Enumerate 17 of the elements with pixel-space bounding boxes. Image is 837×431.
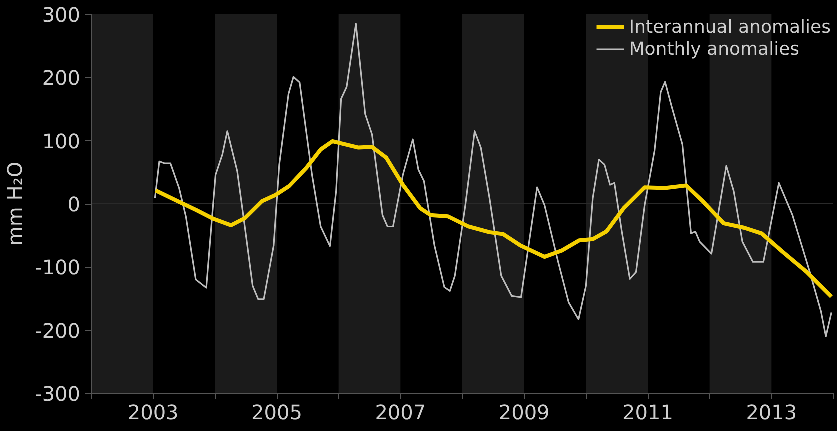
x-tick-label: 2011: [622, 400, 674, 424]
legend-label: Interannual anomalies: [629, 16, 831, 38]
x-tick-label: 2005: [252, 400, 302, 424]
legend-label: Monthly anomalies: [629, 38, 800, 60]
y-tick-label: 0: [68, 192, 81, 216]
y-tick-label: 300: [42, 3, 81, 27]
x-tick-label: 2009: [498, 400, 550, 424]
x-tick-label: 2003: [128, 400, 179, 424]
y-tick-label: -100: [35, 256, 80, 280]
y-axis-title: mm H₂O: [3, 162, 28, 246]
y-tick-label: -300: [35, 382, 80, 406]
x-tick-label: 2013: [746, 400, 798, 424]
y-tick-label: 200: [42, 66, 81, 90]
line-series: [154, 139, 834, 299]
y-tick-label: 100: [42, 129, 81, 154]
x-tick-label: 2007: [375, 400, 426, 424]
y-tick-label: -200: [35, 318, 80, 343]
